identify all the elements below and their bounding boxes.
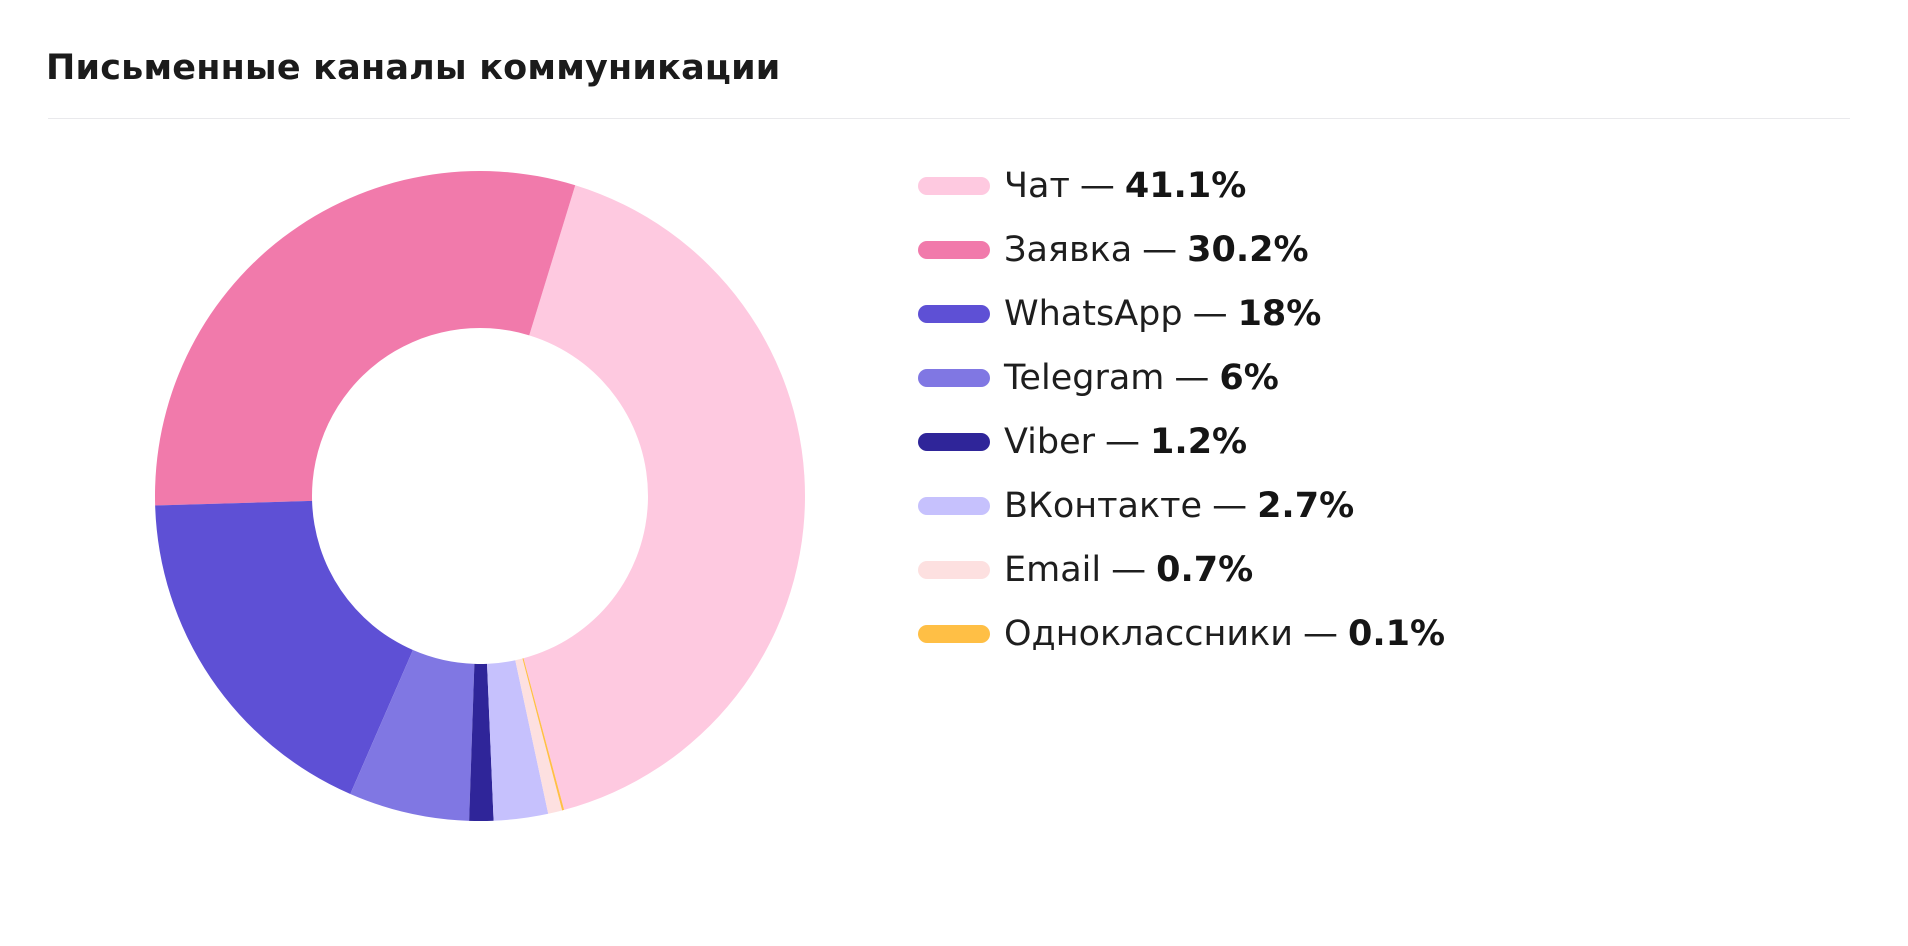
legend-separator: — <box>1142 230 1178 270</box>
legend-label: Telegram <box>1004 358 1165 398</box>
chart-legend: Чат —41.1% Заявка —30.2% WhatsApp —18% Telegra… <box>918 164 1445 676</box>
legend-item[interactable]: Telegram —6% <box>918 356 1445 400</box>
legend-item[interactable]: Заявка —30.2% <box>918 228 1445 272</box>
donut-slice-7[interactable] <box>515 658 563 814</box>
donut-slice-5[interactable] <box>469 663 494 821</box>
legend-swatch <box>918 241 990 259</box>
donut-slice-4[interactable] <box>350 650 475 821</box>
legend-label: ВКонтакте <box>1004 486 1203 526</box>
legend-swatch <box>918 177 990 195</box>
legend-value: 18% <box>1237 294 1322 334</box>
legend-value: 41.1% <box>1124 166 1247 206</box>
legend-label: Viber <box>1004 422 1096 462</box>
donut-slice-1[interactable] <box>523 185 806 810</box>
donut-slice-2[interactable] <box>154 171 576 506</box>
legend-separator: — <box>1303 614 1339 654</box>
legend-label: Заявка <box>1004 230 1133 270</box>
legend-swatch <box>918 369 990 387</box>
legend-value: 0.7% <box>1156 550 1254 590</box>
legend-separator: — <box>1212 486 1248 526</box>
legend-swatch <box>918 497 990 515</box>
legend-value: 30.2% <box>1187 230 1309 270</box>
donut-slice-3[interactable] <box>155 500 413 794</box>
donut-slice-8[interactable] <box>522 658 565 811</box>
legend-value: 6% <box>1219 358 1279 398</box>
legend-swatch <box>918 433 990 451</box>
legend-item[interactable]: Одноклассники —0.1% <box>918 612 1445 656</box>
legend-item[interactable]: WhatsApp —18% <box>918 292 1445 336</box>
legend-item[interactable]: ВКонтакте —2.7% <box>918 484 1445 528</box>
legend-value: 0.1% <box>1348 614 1446 654</box>
legend-item[interactable]: Email —0.7% <box>918 548 1445 592</box>
legend-separator: — <box>1174 358 1210 398</box>
legend-label: Email <box>1004 550 1102 590</box>
chart-title: Письменные каналы коммуникации <box>46 48 781 88</box>
legend-item[interactable]: Чат —41.1% <box>918 164 1445 208</box>
legend-separator: — <box>1079 166 1115 206</box>
legend-swatch <box>918 625 990 643</box>
legend-swatch <box>918 561 990 579</box>
title-divider <box>48 118 1850 119</box>
legend-item[interactable]: Viber —1.2% <box>918 420 1445 464</box>
legend-value: 2.7% <box>1257 486 1355 526</box>
legend-label: Одноклассники <box>1004 614 1294 654</box>
legend-separator: — <box>1192 294 1228 334</box>
donut-chart <box>154 171 806 821</box>
legend-value: 1.2% <box>1150 422 1248 462</box>
donut-slice-6[interactable] <box>487 660 549 821</box>
legend-label: WhatsApp <box>1004 294 1183 334</box>
legend-swatch <box>918 305 990 323</box>
legend-separator: — <box>1111 550 1147 590</box>
legend-separator: — <box>1105 422 1141 462</box>
legend-label: Чат <box>1004 166 1070 206</box>
